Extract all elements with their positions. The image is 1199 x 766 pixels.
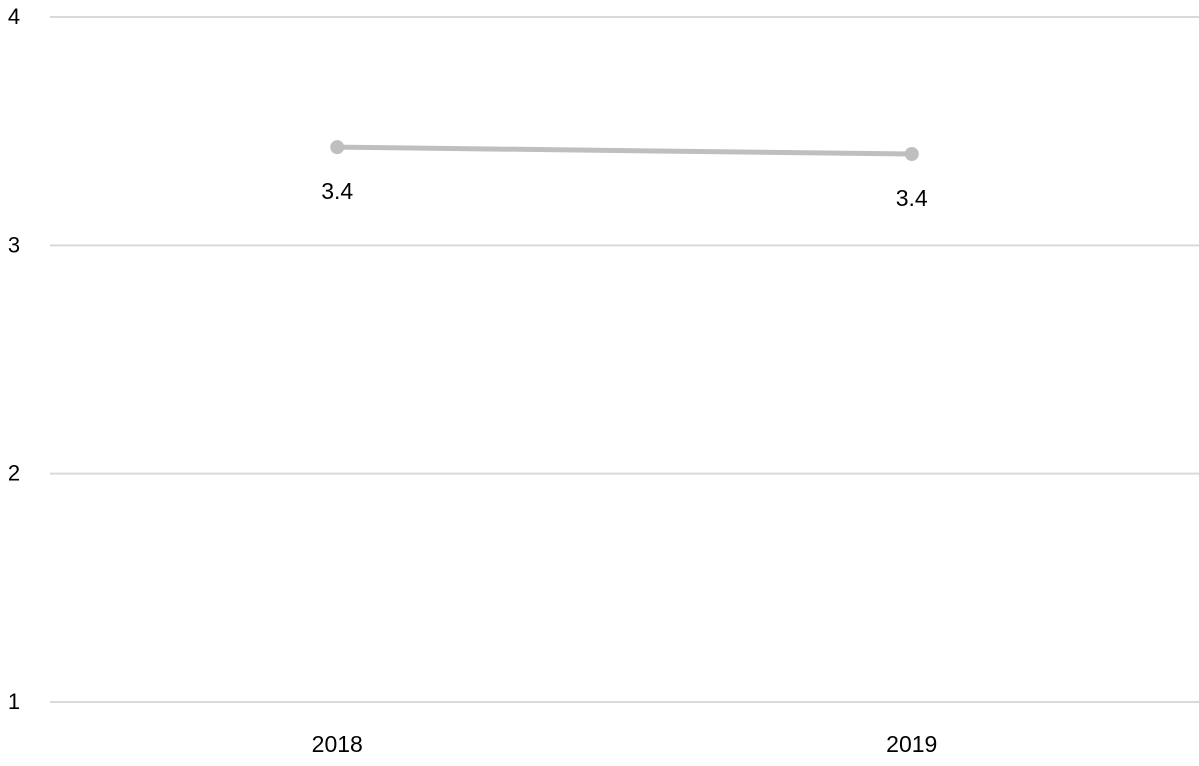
x-tick-label: 2018	[312, 731, 363, 757]
data-label: 3.4	[321, 178, 353, 204]
x-tick-label: 2019	[886, 731, 937, 757]
data-point-marker	[330, 140, 345, 155]
y-axis-tick-labels: 1 2 3 4	[8, 4, 20, 714]
data-point-marker	[904, 147, 919, 161]
y-tick-label: 2	[8, 461, 20, 486]
series-layer	[330, 140, 919, 161]
y-tick-label: 3	[8, 232, 20, 257]
grid-layer	[50, 16, 1199, 703]
series-line	[334, 144, 915, 157]
y-tick-label: 1	[8, 689, 20, 714]
x-axis-tick-labels: 2018 2019	[312, 731, 938, 757]
y-tick-label: 4	[8, 4, 20, 29]
data-label: 3.4	[896, 185, 928, 211]
data-labels: 3.4 3.4	[321, 178, 928, 211]
